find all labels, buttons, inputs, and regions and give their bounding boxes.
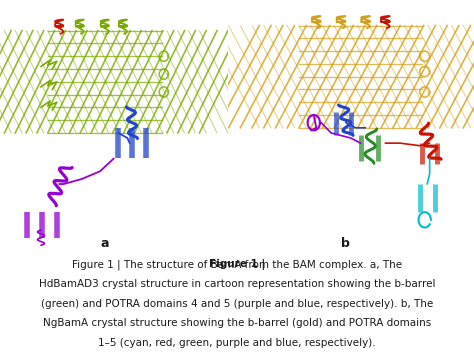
Text: 1–5 (cyan, red, green, purple and blue, respectively).: 1–5 (cyan, red, green, purple and blue, … <box>98 338 376 348</box>
Text: Figure 1 | The structure of BamA from the BAM complex. a, The: Figure 1 | The structure of BamA from th… <box>72 259 402 270</box>
Text: Figure 1 | The structure of BamA from the BAM complex. a, The: Figure 1 | The structure of BamA from th… <box>72 259 402 270</box>
Text: b: b <box>341 237 350 251</box>
Text: (green) and POTRA domains 4 and 5 (purple and blue, respectively). b, The: (green) and POTRA domains 4 and 5 (purpl… <box>41 299 433 308</box>
Text: HdBamAD3 crystal structure in cartoon representation showing the b-barrel: HdBamAD3 crystal structure in cartoon re… <box>39 279 435 289</box>
Text: NgBamA crystal structure showing the b-barrel (gold) and POTRA domains: NgBamA crystal structure showing the b-b… <box>43 318 431 328</box>
Text: Figure 1 |: Figure 1 | <box>209 259 265 270</box>
Text: a: a <box>100 237 109 251</box>
